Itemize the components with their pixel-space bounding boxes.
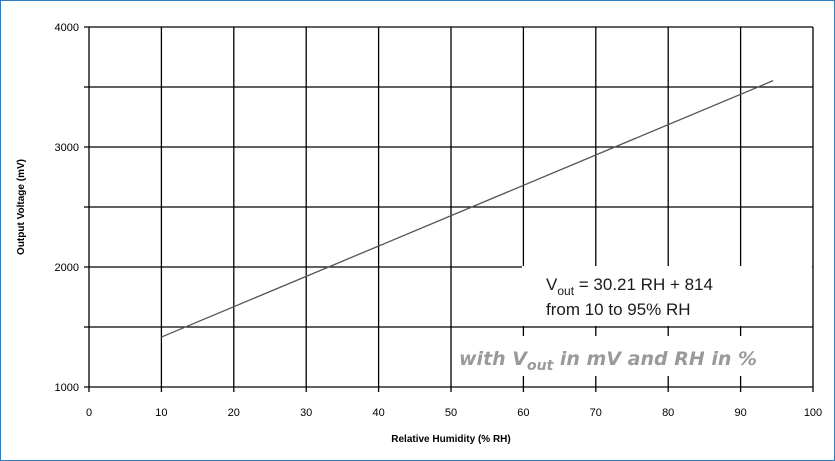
x-axis-title: Relative Humidity (% RH)	[391, 434, 510, 445]
units-note-box	[452, 336, 810, 376]
series-layer	[161, 80, 774, 338]
x-tick-label: 20	[228, 407, 240, 419]
y-tick-label: 2000	[55, 262, 79, 274]
y-tick-label: 1000	[55, 382, 79, 394]
x-tick-label: 80	[662, 407, 674, 419]
x-tick-label: 40	[372, 407, 384, 419]
units-note: with Vout in mV and RH in %	[459, 348, 757, 374]
equation-line-1: Vout = 30.21 RH + 814	[546, 275, 713, 298]
y-tick-labels: 1000 2000 3000 4000	[55, 22, 79, 394]
x-tick-label: 90	[734, 407, 746, 419]
x-tick-label: 60	[517, 407, 529, 419]
series-line	[161, 80, 774, 338]
x-tick-label: 70	[590, 407, 602, 419]
x-tick-label: 100	[804, 407, 822, 419]
x-tick-labels: 0 10 20 30 40 50 60 70 80 90 100	[86, 407, 822, 419]
x-tick-label: 0	[86, 407, 92, 419]
equation-line-2: from 10 to 95% RH	[546, 300, 691, 319]
x-tick-label: 30	[300, 407, 312, 419]
y-axis-title: Output Voltage (mV)	[16, 159, 27, 255]
y-tick-label: 3000	[55, 142, 79, 154]
grid	[84, 26, 814, 392]
x-tick-label: 10	[155, 407, 167, 419]
x-tick-label: 50	[445, 407, 457, 419]
y-tick-label: 4000	[55, 22, 79, 34]
equation-box	[522, 266, 812, 326]
